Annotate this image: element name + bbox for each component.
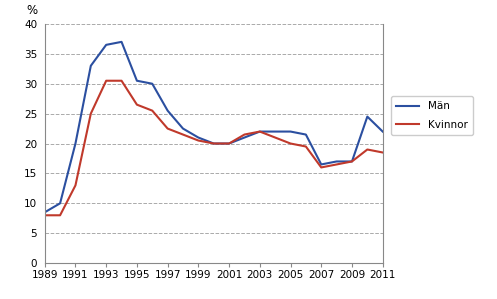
Män — [257, 130, 263, 133]
Män — [42, 210, 48, 214]
Kvinnor — [180, 133, 186, 136]
Män — [333, 160, 339, 163]
Män — [226, 142, 232, 145]
Män — [318, 163, 324, 166]
Kvinnor — [349, 160, 355, 163]
Kvinnor — [165, 127, 170, 130]
Män — [103, 43, 109, 47]
Kvinnor — [272, 136, 278, 139]
Kvinnor — [242, 133, 248, 136]
Line: Kvinnor: Kvinnor — [45, 81, 383, 215]
Män — [180, 127, 186, 130]
Män — [364, 115, 370, 118]
Kvinnor — [380, 151, 386, 154]
Kvinnor — [42, 213, 48, 217]
Kvinnor — [103, 79, 109, 83]
Kvinnor — [134, 103, 140, 106]
Män — [119, 40, 125, 44]
Män — [349, 160, 355, 163]
Män — [380, 130, 386, 133]
Män — [165, 109, 170, 112]
Kvinnor — [303, 145, 309, 148]
Män — [272, 130, 278, 133]
Kvinnor — [73, 184, 79, 187]
Legend: Män, Kvinnor: Män, Kvinnor — [391, 96, 473, 135]
Kvinnor — [119, 79, 125, 83]
Kvinnor — [318, 166, 324, 169]
Män — [88, 64, 94, 68]
Män — [211, 142, 217, 145]
Kvinnor — [333, 163, 339, 166]
Kvinnor — [57, 213, 63, 217]
Män — [57, 202, 63, 205]
Män — [134, 79, 140, 83]
Kvinnor — [149, 109, 155, 112]
Kvinnor — [364, 148, 370, 151]
Män — [242, 136, 248, 139]
Män — [149, 82, 155, 86]
Text: %: % — [26, 4, 37, 17]
Män — [303, 133, 309, 136]
Kvinnor — [195, 139, 201, 142]
Män — [288, 130, 294, 133]
Kvinnor — [211, 142, 217, 145]
Män — [73, 142, 79, 145]
Kvinnor — [226, 142, 232, 145]
Män — [195, 136, 201, 139]
Kvinnor — [288, 142, 294, 145]
Kvinnor — [257, 130, 263, 133]
Line: Män: Män — [45, 42, 383, 212]
Kvinnor — [88, 112, 94, 115]
